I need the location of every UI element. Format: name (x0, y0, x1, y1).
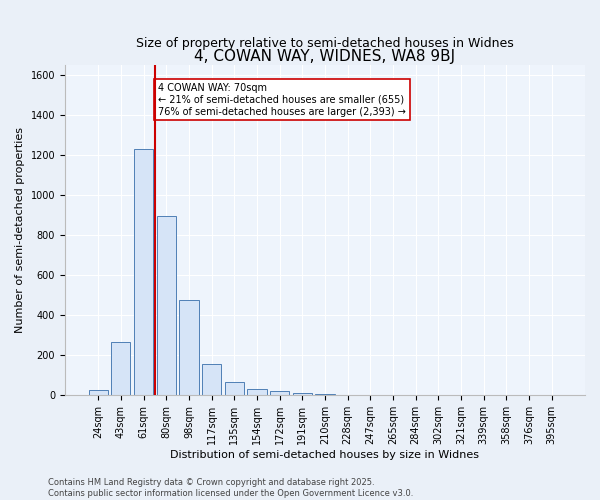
Title: 4, COWAN WAY, WIDNES, WA8 9BJ: 4, COWAN WAY, WIDNES, WA8 9BJ (194, 49, 455, 64)
Bar (316, 394, 335, 396)
X-axis label: Distribution of semi-detached houses by size in Widnes: Distribution of semi-detached houses by … (170, 450, 479, 460)
Text: Contains HM Land Registry data © Crown copyright and database right 2025.
Contai: Contains HM Land Registry data © Crown c… (48, 478, 413, 498)
Bar (293, 394, 312, 396)
Bar (134, 150, 153, 396)
Bar (111, 342, 130, 396)
Bar (202, 364, 221, 396)
Text: Size of property relative to semi-detached houses in Widnes: Size of property relative to semi-detach… (136, 38, 514, 51)
Bar (157, 216, 176, 396)
Bar (247, 390, 266, 396)
Bar (224, 382, 244, 396)
Bar (270, 392, 289, 396)
Y-axis label: Number of semi-detached properties: Number of semi-detached properties (15, 128, 25, 334)
Bar (179, 300, 199, 396)
Text: 4 COWAN WAY: 70sqm
← 21% of semi-detached houses are smaller (655)
76% of semi-d: 4 COWAN WAY: 70sqm ← 21% of semi-detache… (158, 84, 406, 116)
Bar (89, 390, 108, 396)
